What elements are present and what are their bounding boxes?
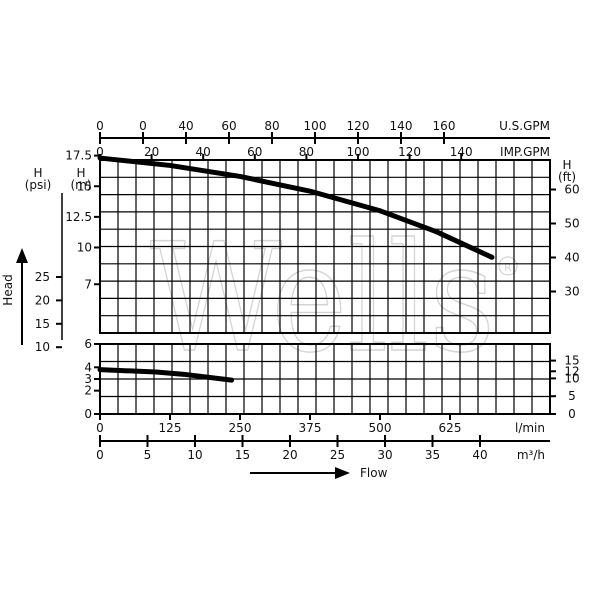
head-m-axis-upper: 17.5 15 12.5 10 7 — [65, 149, 100, 291]
m3h-unit-label: m³/h — [517, 448, 545, 462]
pump-curve-upper — [97, 155, 495, 260]
tick-label: 250 — [229, 421, 252, 435]
tick-label: 160 — [433, 119, 456, 133]
tick-label: 80 — [264, 119, 279, 133]
tick-label: 60 — [221, 119, 236, 133]
tick-label: 120 — [347, 119, 370, 133]
pump-curve-lower — [97, 367, 235, 383]
psi-axis: 25 20 15 10 — [35, 270, 62, 354]
tick-label: 40 — [196, 145, 211, 159]
imp-gpm-unit-label: IMP.GPM — [500, 145, 550, 159]
head-label: Head — [1, 274, 15, 305]
tick-label: 15 — [564, 354, 579, 368]
tick-label: 25 — [35, 270, 50, 284]
tick-label: 40 — [472, 448, 487, 462]
tick-label: 120 — [398, 145, 421, 159]
l-min-unit-label: l/min — [515, 421, 545, 435]
tick-label: 60 — [247, 145, 262, 159]
tick-label: 15 — [77, 179, 92, 193]
tick-label: 500 — [369, 421, 392, 435]
flow-label: Flow — [360, 466, 388, 480]
tick-label: 0 — [96, 421, 104, 435]
imp-gpm-axis: 0 20 40 60 80 100 120 140 — [96, 145, 473, 160]
tick-label: 0 — [139, 119, 147, 133]
tick-label: 100 — [347, 145, 370, 159]
head-ft-axis-upper: 60 50 40 30 — [550, 183, 580, 299]
us-gpm-axis: 0 0 40 60 80 100 120 140 160 — [96, 119, 455, 144]
tick-label: 2 — [84, 384, 92, 398]
tick-label: 30 — [377, 448, 392, 462]
tick-label: 0 — [568, 407, 576, 421]
tick-label: 12.5 — [65, 210, 92, 224]
m3h-axis: 0 5 10 15 20 25 30 35 40 — [96, 435, 488, 462]
tick-label: 10 — [35, 340, 50, 354]
tick-label: 625 — [439, 421, 462, 435]
tick-label: 20 — [282, 448, 297, 462]
tick-label: 20 — [144, 145, 159, 159]
l-min-axis: 0 125 250 375 500 625 — [96, 414, 461, 435]
tick-label: 17.5 — [65, 149, 92, 163]
tick-label: 0 — [84, 407, 92, 421]
tick-label: 15 — [235, 448, 250, 462]
us-gpm-unit-label: U.S.GPM — [499, 119, 550, 133]
head-arrow — [16, 248, 28, 345]
tick-label: 25 — [330, 448, 345, 462]
tick-label: 10 — [77, 241, 92, 255]
tick-label: 375 — [299, 421, 322, 435]
head-m-unit-label: H (m) — [70, 166, 91, 192]
head-m-axis-lower: 6 432 0 — [84, 337, 100, 421]
tick-label: 125 — [159, 421, 182, 435]
head-ft-unit-label: H (ft) — [558, 158, 576, 184]
tick-label: 50 — [564, 217, 579, 231]
tick-label: 4 — [84, 360, 92, 374]
tick-label: 0 — [96, 448, 104, 462]
tick-label: 80 — [299, 145, 314, 159]
tick-label: 140 — [390, 119, 413, 133]
tick-label: 3 — [84, 372, 92, 386]
svg-text:R: R — [504, 261, 512, 274]
tick-label: 100 — [304, 119, 327, 133]
flow-arrow — [250, 467, 350, 479]
tick-label: 10 — [564, 371, 579, 385]
tick-label: 140 — [450, 145, 473, 159]
tick-label: 10 — [187, 448, 202, 462]
lower-panel-grid — [100, 344, 550, 414]
tick-label: 0 — [96, 145, 104, 159]
tick-label: 60 — [564, 183, 579, 197]
tick-label: 12 — [564, 364, 579, 378]
tick-label: 40 — [178, 119, 193, 133]
tick-label: 40 — [564, 251, 579, 265]
tick-label: 15 — [35, 317, 50, 331]
tick-label: 0 — [96, 119, 104, 133]
tick-label: 20 — [35, 293, 50, 307]
tick-label: 7 — [84, 277, 92, 291]
tick-label: 35 — [425, 448, 440, 462]
tick-label: 5 — [144, 448, 152, 462]
tick-label: 30 — [564, 285, 579, 299]
tick-label: 5 — [568, 389, 576, 403]
psi-unit-label: H (psi) — [25, 166, 52, 192]
tick-label: 6 — [84, 337, 92, 351]
